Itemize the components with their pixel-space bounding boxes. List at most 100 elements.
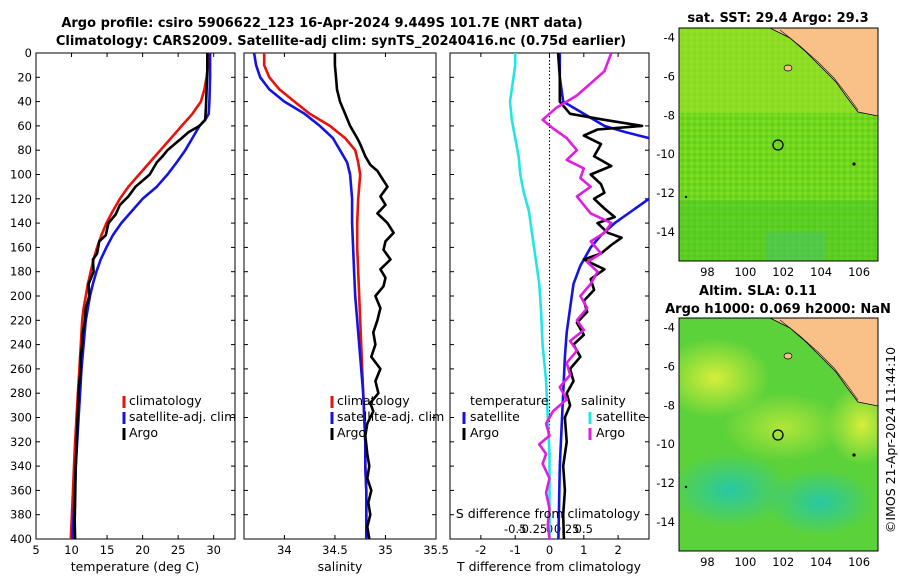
title-line-1: Argo profile: csiro 5906622_123 16-Apr-2…: [61, 16, 582, 31]
difference-top-xlabel: S difference from climatology: [456, 506, 641, 521]
map-x-tick-label: 100: [734, 265, 756, 279]
salinity-axes: [243, 52, 437, 540]
x-tick-label: -2: [475, 543, 486, 557]
x-tick-label: 34: [277, 543, 292, 557]
y-tick-label: 40: [17, 95, 32, 109]
x-tick-label: 2: [614, 543, 621, 557]
top-x-tick-label: 0.5: [575, 522, 593, 536]
difference-legend: temperature satellite Argo salinity sate…: [462, 393, 646, 440]
legend-label-argo: Argo: [337, 425, 366, 440]
map-y-tick-label: -4: [664, 321, 675, 335]
temperature-axes: [35, 52, 236, 540]
x-tick-label: -1: [509, 543, 520, 557]
sla-low-patch: [679, 452, 790, 528]
island-dot: [684, 195, 688, 199]
map-x-tick-label: 98: [700, 265, 715, 279]
series-line-t-argo: [556, 53, 644, 539]
legend-label-satellite: satellite-adj. clim: [337, 409, 444, 424]
float-marker: [772, 139, 784, 151]
series-line-t-satellite: [557, 197, 649, 539]
series-line-argo: [333, 53, 395, 539]
legend-label-satellite: satellite-adj. clim: [129, 409, 236, 424]
sumatra-land: [769, 28, 878, 117]
island-dot: [852, 162, 856, 166]
top-x-tick-label: 0.25: [554, 522, 580, 536]
y-tick-label: 320: [10, 435, 32, 449]
map-x-tick-label: 106: [848, 555, 870, 569]
island: [783, 352, 793, 360]
series-group: [508, 53, 649, 539]
temperature-xlabel: temperature (deg C): [71, 559, 200, 574]
legend-label-climatology: climatology: [129, 393, 202, 408]
x-tick-label: 10: [64, 543, 79, 557]
y-tick-label: 260: [10, 362, 32, 376]
map-y-tick-label: -14: [656, 225, 675, 239]
y-tick-label: 220: [10, 313, 32, 327]
map-y-tick-label: -14: [656, 515, 675, 529]
map-x-tick-label: 104: [810, 265, 832, 279]
y-tick-label: 300: [10, 411, 32, 425]
sst-map: [679, 28, 878, 261]
float-marker: [772, 429, 784, 441]
sla-map-title-2: Argo h1000: 0.069 h2000: NaN: [665, 302, 891, 317]
x-tick-label: 35.5: [423, 543, 449, 557]
sst-map-title: sat. SST: 29.4 Argo: 29.3: [687, 11, 868, 26]
x-tick-label: 15: [100, 543, 115, 557]
series-line-argo: [73, 53, 209, 539]
axes-layer: 0204060801001201401601802002202402602803…: [10, 31, 870, 569]
legend-title-temperature: temperature: [470, 393, 549, 408]
x-tick-label: 35: [378, 543, 393, 557]
map-y-tick-label: -10: [656, 147, 675, 161]
legend-label-climatology: climatology: [337, 393, 410, 408]
map-y-tick-label: -10: [656, 437, 675, 451]
title-line-2: Climatology: CARS2009. Satellite-adj cli…: [56, 34, 626, 49]
map-x-tick-label: 102: [772, 265, 794, 279]
salinity-xlabel: salinity: [318, 559, 363, 574]
sst-map-frame: [678, 27, 879, 262]
sla-map-frame: [678, 317, 879, 552]
x-tick-label: 1: [580, 543, 587, 557]
map-y-tick-label: -8: [664, 108, 675, 122]
y-tick-label: 20: [17, 70, 32, 84]
y-tick-label: 340: [10, 459, 32, 473]
x-tick-label: 34.5: [322, 543, 348, 557]
sla-low-patch: [765, 468, 875, 536]
y-tick-label: 160: [10, 240, 32, 254]
coast-contour: [779, 29, 859, 111]
sst-cool-patch: [766, 232, 826, 261]
y-tick-label: 0: [25, 46, 32, 60]
y-tick-label: 100: [10, 168, 32, 182]
y-tick-label: 240: [10, 338, 32, 352]
y-tick-label: 200: [10, 289, 32, 303]
map-x-tick-label: 102: [772, 555, 794, 569]
y-tick-label: 280: [10, 386, 32, 400]
coast-contour: [779, 319, 859, 401]
legend-label-s-satellite: satellite: [596, 409, 646, 424]
legend-label-s-argo: Argo: [596, 425, 625, 440]
map-y-tick-label: -4: [664, 31, 675, 45]
salinity-legend: climatology satellite-adj. clim Argo: [330, 393, 444, 440]
top-x-tick-label: -0.25: [517, 522, 547, 536]
island: [783, 64, 793, 72]
difference-xlabel: T difference from climatology: [456, 559, 642, 574]
legend-title-salinity: salinity: [581, 393, 626, 408]
x-tick-label: 25: [171, 543, 186, 557]
top-x-tick-label: -0.5: [504, 522, 526, 536]
series-group: [252, 53, 395, 539]
map-y-tick-label: -6: [664, 70, 675, 84]
sumatra-land: [769, 318, 878, 407]
y-tick-label: 120: [10, 192, 32, 206]
sla-map: [679, 318, 878, 551]
x-tick-label: 5: [32, 543, 39, 557]
sla-high-patch: [723, 393, 843, 461]
y-tick-label: 80: [17, 143, 32, 157]
x-tick-label: 20: [135, 543, 150, 557]
sst-cool-band: [679, 200, 878, 261]
map-x-tick-label: 98: [700, 555, 715, 569]
map-y-tick-label: -6: [664, 360, 675, 374]
data-layer: [69, 53, 649, 539]
map-y-tick-label: -12: [656, 186, 675, 200]
island-dot: [684, 485, 688, 489]
y-tick-label: 140: [10, 216, 32, 230]
